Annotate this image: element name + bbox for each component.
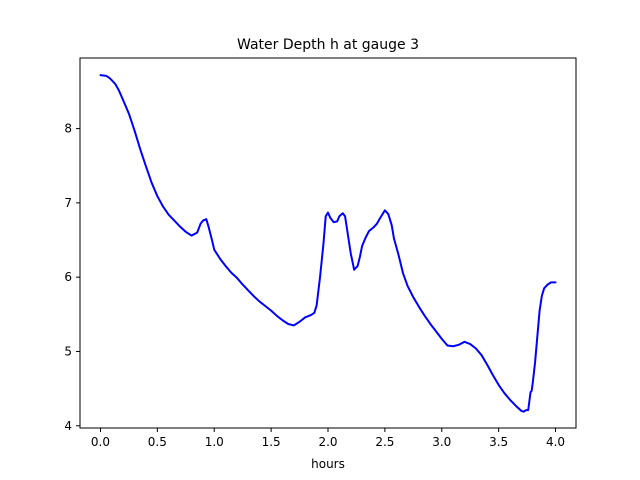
x-tick-label: 3.5: [489, 435, 508, 449]
x-axis-label: hours: [311, 457, 345, 471]
x-tick-label: 1.0: [205, 435, 224, 449]
x-tick-label: 1.5: [262, 435, 281, 449]
series-line: [99, 74, 557, 413]
y-tick-label: 6: [64, 270, 72, 284]
x-tick-label: 2.0: [318, 435, 337, 449]
chart-title: Water Depth h at gauge 3: [237, 37, 419, 53]
x-axis: 0.0 0.5 1.0 1.5 2.0 2.5 3.0 3.5 4.0: [91, 428, 565, 449]
x-tick-label: 4.0: [546, 435, 565, 449]
x-tick-label: 3.0: [432, 435, 451, 449]
y-tick-label: 8: [64, 122, 72, 136]
y-tick-label: 5: [64, 344, 72, 358]
y-tick-label: 7: [64, 196, 72, 210]
x-tick-label: 0.0: [91, 435, 110, 449]
y-axis: 4 5 6 7 8: [64, 122, 80, 433]
plot-area: [99, 74, 557, 413]
x-tick-label: 2.5: [375, 435, 394, 449]
y-tick-label: 4: [64, 419, 72, 433]
x-tick-label: 0.5: [148, 435, 167, 449]
